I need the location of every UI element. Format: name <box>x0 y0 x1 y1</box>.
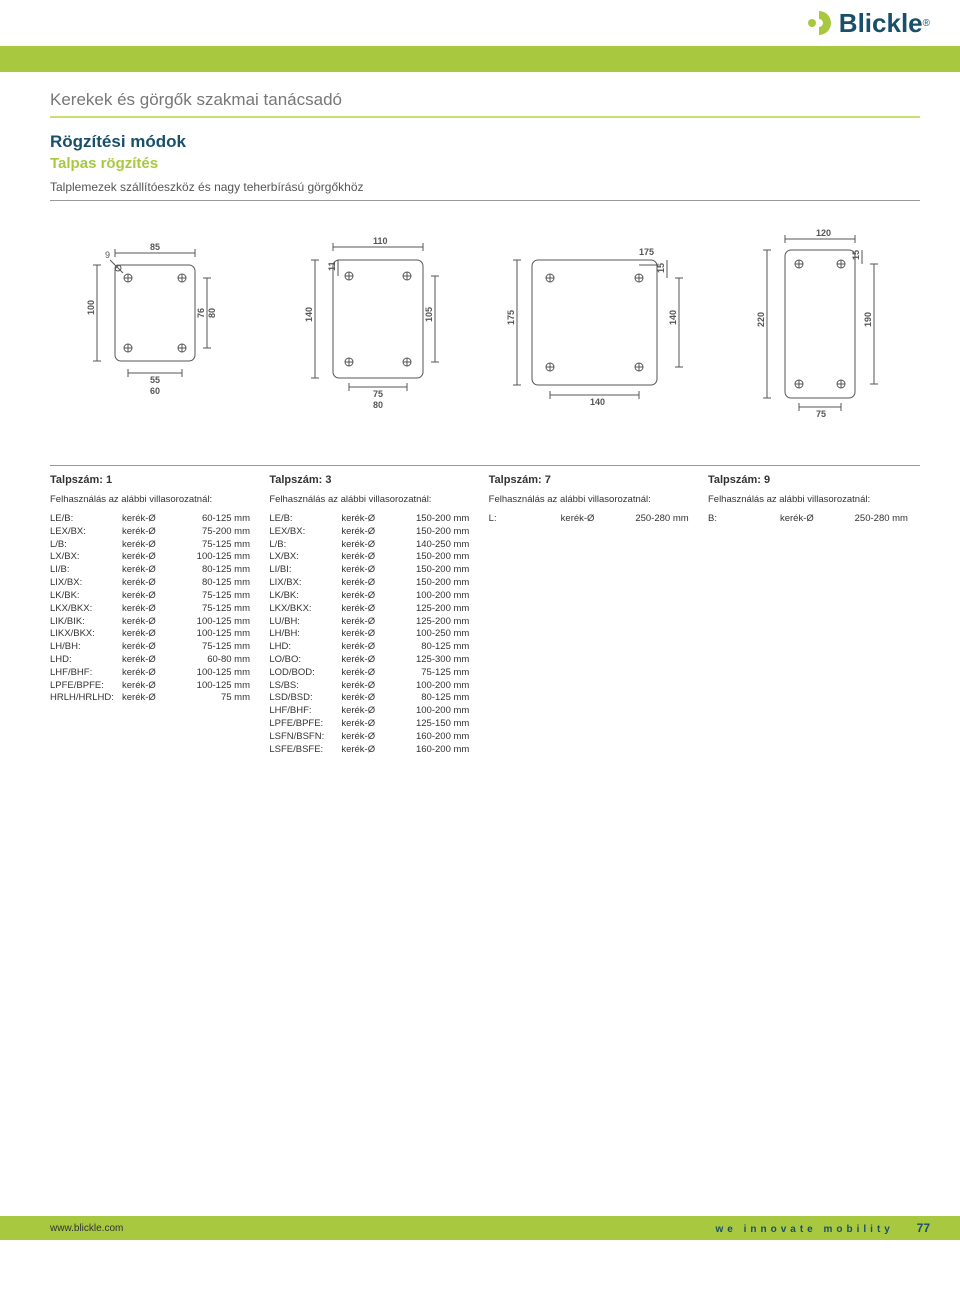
sub-heading-primary: Rögzítési módok <box>50 132 920 152</box>
green-divider-bar <box>0 46 960 72</box>
table-row: LPFE/BPFE:kerék-Ø100-125 mm <box>50 680 262 693</box>
table-row: LI/BI:kerék-Ø150-200 mm <box>269 564 481 577</box>
table-row: LKX/BKX:kerék-Ø125-200 mm <box>269 603 481 616</box>
table-row: LKX/BKX:kerék-Ø75-125 mm <box>50 603 262 616</box>
page-content: Kerekek és görgők szakmai tanácsadó Rögz… <box>0 72 960 756</box>
table-row: LS/BS:kerék-Ø100-200 mm <box>269 680 481 693</box>
table-row: LE/B:kerék-Ø60-125 mm <box>50 513 262 526</box>
page-footer: www.blickle.com we innovate mobility 77 <box>0 1216 960 1240</box>
brand-logo: Blickle ® <box>805 8 930 39</box>
table-row: LK/BK:kerék-Ø75-125 mm <box>50 590 262 603</box>
svg-text:15: 15 <box>656 263 666 273</box>
table-row: LX/BX:kerék-Ø100-125 mm <box>50 551 262 564</box>
svg-text:140: 140 <box>590 397 605 407</box>
diagram-plate-9: 120 15 220 190 75 <box>720 225 920 435</box>
svg-text:55: 55 <box>150 375 160 385</box>
diagrams-row: 9 85 100 55 60 76 80 <box>50 225 920 435</box>
data-table-4: B:kerék-Ø250-280 mm <box>708 513 920 526</box>
table-row: LOD/BOD:kerék-Ø75-125 mm <box>269 667 481 680</box>
svg-text:175: 175 <box>506 310 516 325</box>
svg-text:80: 80 <box>373 400 383 410</box>
svg-text:100: 100 <box>86 300 96 315</box>
table-row: HRLH/HRLHD:kerék-Ø75 mm <box>50 692 262 705</box>
table-row: L/B:kerék-Ø140-250 mm <box>269 539 481 552</box>
svg-text:9: 9 <box>105 250 110 260</box>
svg-text:85: 85 <box>150 242 160 252</box>
svg-text:140: 140 <box>304 307 314 322</box>
footer-page-number: 77 <box>917 1221 930 1235</box>
table-row: LH/BH:kerék-Ø100-250 mm <box>269 628 481 641</box>
column-title: Talpszám: 7 <box>489 474 701 486</box>
column-4: Talpszám: 9 Felhasználás az alábbi villa… <box>708 474 920 756</box>
usage-label: Felhasználás az alábbi villasorozatnál: <box>50 494 262 505</box>
table-row: LIX/BX:kerék-Ø150-200 mm <box>269 577 481 590</box>
table-row: LK/BK:kerék-Ø100-200 mm <box>269 590 481 603</box>
svg-text:60: 60 <box>150 386 160 396</box>
column-title: Talpszám: 9 <box>708 474 920 486</box>
table-row: LHD:kerék-Ø80-125 mm <box>269 641 481 654</box>
registered-mark: ® <box>923 18 930 29</box>
table-row: L/B:kerék-Ø75-125 mm <box>50 539 262 552</box>
svg-text:105: 105 <box>424 307 434 322</box>
table-row: LIX/BX:kerék-Ø80-125 mm <box>50 577 262 590</box>
table-row: LU/BH:kerék-Ø125-200 mm <box>269 616 481 629</box>
section-heading: Kerekek és görgők szakmai tanácsadó <box>50 90 920 118</box>
svg-text:75: 75 <box>373 389 383 399</box>
usage-label: Felhasználás az alábbi villasorozatnál: <box>269 494 481 505</box>
svg-text:76: 76 <box>196 308 206 318</box>
column-1: Talpszám: 1 Felhasználás az alábbi villa… <box>50 474 262 756</box>
svg-text:110: 110 <box>373 236 388 246</box>
usage-label: Felhasználás az alábbi villasorozatnál: <box>708 494 920 505</box>
diagram-plate-3: 110 11 140 105 75 80 <box>273 225 473 435</box>
table-row: LPFE/BPFE:kerék-Ø125-150 mm <box>269 718 481 731</box>
table-row: LIKX/BKX:kerék-Ø100-125 mm <box>50 628 262 641</box>
data-columns-row: Talpszám: 1 Felhasználás az alábbi villa… <box>50 465 920 756</box>
data-table-2: LE/B:kerék-Ø150-200 mmLEX/BX:kerék-Ø150-… <box>269 513 481 756</box>
table-row: LHD:kerék-Ø60-80 mm <box>50 654 262 667</box>
svg-text:15: 15 <box>851 250 861 260</box>
top-bar: Blickle ® <box>0 0 960 46</box>
table-row: LH/BH:kerék-Ø75-125 mm <box>50 641 262 654</box>
diagram-plate-7: 175 15 15 175 140 140 <box>497 225 697 435</box>
diagram-plate-1: 9 85 100 55 60 76 80 <box>50 225 250 435</box>
table-row: LO/BO:kerék-Ø125-300 mm <box>269 654 481 667</box>
table-row: LE/B:kerék-Ø150-200 mm <box>269 513 481 526</box>
table-row: LSD/BSD:kerék-Ø80-125 mm <box>269 692 481 705</box>
svg-text:220: 220 <box>756 312 766 327</box>
logo-text: Blickle <box>839 8 923 39</box>
column-title: Talpszám: 3 <box>269 474 481 486</box>
column-3: Talpszám: 7 Felhasználás az alábbi villa… <box>489 474 701 756</box>
table-row: LIK/BIK:kerék-Ø100-125 mm <box>50 616 262 629</box>
svg-text:175: 175 <box>639 247 654 257</box>
table-row: LI/B:kerék-Ø80-125 mm <box>50 564 262 577</box>
sub-heading-secondary: Talpas rögzítés <box>50 155 920 172</box>
table-row: LSFE/BSFE:kerék-Ø160-200 mm <box>269 744 481 757</box>
table-row: LSFN/BSFN:kerék-Ø160-200 mm <box>269 731 481 744</box>
data-table-3: L:kerék-Ø250-280 mm <box>489 513 701 526</box>
table-row: LEX/BX:kerék-Ø150-200 mm <box>269 526 481 539</box>
footer-url: www.blickle.com <box>50 1223 123 1234</box>
table-row: L:kerék-Ø250-280 mm <box>489 513 701 526</box>
table-row: LEX/BX:kerék-Ø75-200 mm <box>50 526 262 539</box>
svg-text:120: 120 <box>816 228 831 238</box>
svg-text:80: 80 <box>207 308 217 318</box>
column-title: Talpszám: 1 <box>50 474 262 486</box>
svg-text:75: 75 <box>816 409 826 419</box>
svg-text:190: 190 <box>863 312 873 327</box>
table-row: LHF/BHF:kerék-Ø100-125 mm <box>50 667 262 680</box>
table-row: LHF/BHF:kerék-Ø100-200 mm <box>269 705 481 718</box>
table-row: B:kerék-Ø250-280 mm <box>708 513 920 526</box>
column-2: Talpszám: 3 Felhasználás az alábbi villa… <box>269 474 481 756</box>
description-text: Talplemezek szállítóeszköz és nagy teher… <box>50 180 920 201</box>
logo-icon <box>805 9 833 37</box>
table-row: LX/BX:kerék-Ø150-200 mm <box>269 551 481 564</box>
svg-text:140: 140 <box>668 310 678 325</box>
data-table-1: LE/B:kerék-Ø60-125 mmLEX/BX:kerék-Ø75-20… <box>50 513 262 705</box>
usage-label: Felhasználás az alábbi villasorozatnál: <box>489 494 701 505</box>
svg-text:11: 11 <box>327 261 337 271</box>
footer-slogan: we innovate mobility <box>716 1224 894 1235</box>
